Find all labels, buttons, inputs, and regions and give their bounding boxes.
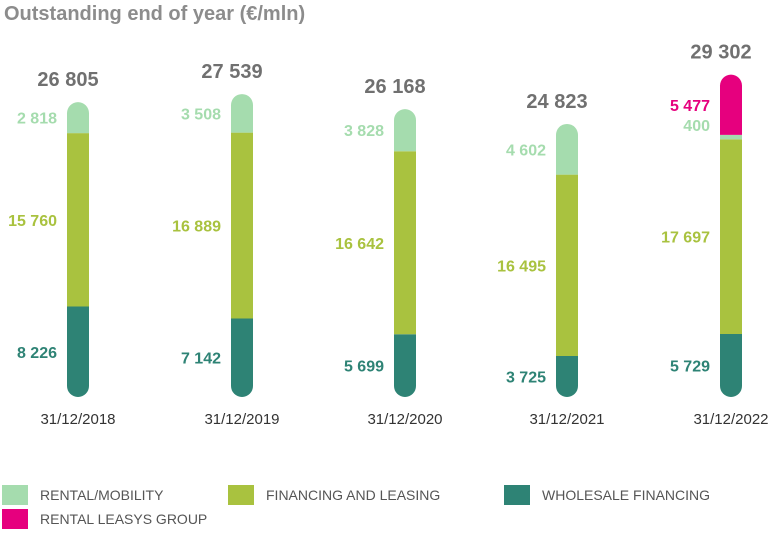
bar-segment-financing-3	[394, 151, 416, 335]
segment-label-wholesale-5: 5 729	[670, 358, 710, 375]
segment-label-wholesale-2: 7 142	[181, 351, 221, 368]
segment-label-financing-4: 16 495	[497, 258, 546, 275]
segment-label-rental-4: 4 602	[506, 142, 546, 159]
bar-segment-wholesale-2	[231, 318, 253, 397]
chart-title: Outstanding end of year (€/mln)	[4, 3, 306, 25]
legend-label-financing-leasing: FINANCING AND LEASING	[266, 487, 441, 503]
legend: RENTAL/MOBILITY FINANCING AND LEASING WH…	[0, 482, 778, 532]
legend-item-rental-mobility: RENTAL/MOBILITY	[2, 485, 163, 505]
segment-label-rental-1: 2 818	[17, 111, 57, 128]
legend-swatch-rental-leasys-group	[2, 509, 28, 529]
bar-segment-wholesale-5	[720, 333, 742, 397]
bar-segment-rental-5	[720, 134, 742, 140]
legend-label-rental-mobility: RENTAL/MOBILITY	[40, 487, 164, 503]
bar-segment-wholesale-3	[394, 334, 416, 397]
total-label-5: 29 302	[690, 42, 751, 64]
bar-segment-rental-3	[394, 109, 416, 152]
segment-label-financing-5: 17 697	[661, 230, 710, 247]
segment-label-wholesale-1: 8 226	[17, 345, 57, 362]
bar-segment-rental-4	[556, 123, 578, 175]
legend-item-rental-leasys-group: RENTAL LEASYS GROUP	[2, 509, 207, 529]
x-tick-label-4: 31/12/2021	[529, 411, 604, 428]
segment-label-leasys-5: 5 477	[670, 98, 710, 115]
legend-swatch-financing-leasing	[228, 485, 254, 505]
bar-segment-financing-1	[67, 133, 89, 307]
bar-segment-leasys-5	[720, 74, 742, 135]
total-label-1: 26 805	[37, 69, 98, 91]
bar-segment-financing-5	[720, 139, 742, 334]
x-tick-label-1: 31/12/2018	[40, 411, 115, 428]
total-label-3: 26 168	[364, 76, 425, 98]
segment-label-financing-1: 15 760	[8, 213, 57, 230]
x-tick-label-5: 31/12/2022	[693, 411, 768, 428]
segment-label-wholesale-4: 3 725	[506, 370, 546, 387]
segment-label-rental-5: 400	[683, 118, 710, 135]
legend-label-wholesale-financing: WHOLESALE FINANCING	[542, 487, 711, 503]
bar-segment-rental-2	[231, 94, 253, 133]
legend-item-financing-leasing: FINANCING AND LEASING	[228, 485, 440, 505]
total-label-4: 24 823	[526, 91, 587, 113]
x-tick-label-3: 31/12/2020	[367, 411, 442, 428]
bar-segment-financing-4	[556, 174, 578, 357]
bar-segment-wholesale-4	[556, 356, 578, 397]
bar-segment-rental-1	[67, 102, 89, 134]
stacked-bar-chart: 8 226 15 760 2 818 26 805 31/12/2018 7 142 16 …	[8, 42, 768, 428]
segment-label-rental-3: 3 828	[344, 123, 384, 140]
segment-label-wholesale-3: 5 699	[344, 359, 384, 376]
segment-label-financing-3: 16 642	[335, 236, 384, 253]
bar-segment-wholesale-1	[67, 306, 89, 397]
legend-label-rental-leasys-group: RENTAL LEASYS GROUP	[40, 511, 208, 527]
bar-segment-financing-2	[231, 132, 253, 319]
x-tick-label-2: 31/12/2019	[204, 411, 279, 428]
segment-label-rental-2: 3 508	[181, 106, 221, 123]
segment-label-financing-2: 16 889	[172, 219, 221, 236]
legend-swatch-rental-mobility	[2, 485, 28, 505]
legend-swatch-wholesale-financing	[504, 485, 530, 505]
total-label-2: 27 539	[201, 61, 262, 83]
legend-item-wholesale-financing: WHOLESALE FINANCING	[504, 485, 710, 505]
